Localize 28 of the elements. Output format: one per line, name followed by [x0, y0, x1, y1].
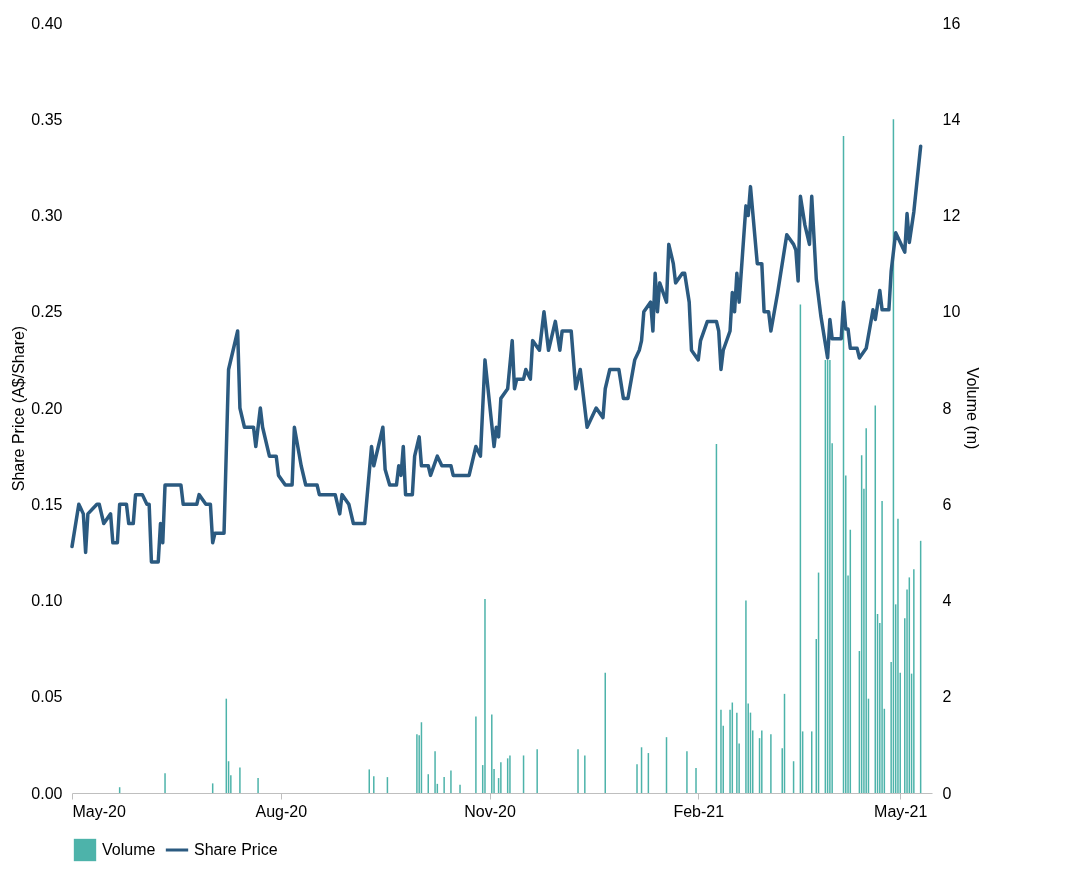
- y-tick-label: 0.40: [31, 14, 63, 32]
- legend-label: Share Price: [194, 841, 278, 858]
- y-tick-label: 0.20: [31, 399, 63, 417]
- y2-tick-label: 0: [942, 784, 952, 802]
- legend-label: Volume: [102, 841, 156, 858]
- x-tick-label: Feb-21: [673, 802, 725, 820]
- y2-tick-label: 8: [942, 399, 952, 417]
- x-tick-label: Nov-20: [464, 802, 516, 820]
- y-tick-label: 0.00: [31, 784, 63, 802]
- y2-tick-label: 2: [942, 688, 952, 706]
- y2-tick-label: 6: [942, 495, 952, 513]
- x-tick-label: May-20: [72, 802, 126, 820]
- y-tick-label: 0.15: [31, 495, 63, 513]
- y2-tick-label: 12: [942, 207, 961, 224]
- y-tick-label: 0.25: [31, 303, 63, 321]
- y2-tick-label: 10: [942, 303, 961, 321]
- x-tick-label: May-21: [874, 802, 928, 820]
- y-tick-label: 0.10: [31, 592, 63, 609]
- line-series: [70, 144, 923, 564]
- y-tick-label: 0.35: [31, 110, 63, 128]
- x-tick-label: Aug-20: [255, 802, 308, 820]
- y2-tick-label: 4: [942, 592, 952, 609]
- y2-tick-label: 14: [942, 110, 961, 128]
- y2-axis-title: Volume (m): [964, 367, 982, 450]
- y-tick-label: 0.05: [31, 688, 63, 706]
- y-tick-label: 0.30: [31, 207, 63, 224]
- y2-tick-label: 16: [942, 14, 961, 32]
- y-axis-title: Share Price (A$/Share): [10, 325, 28, 492]
